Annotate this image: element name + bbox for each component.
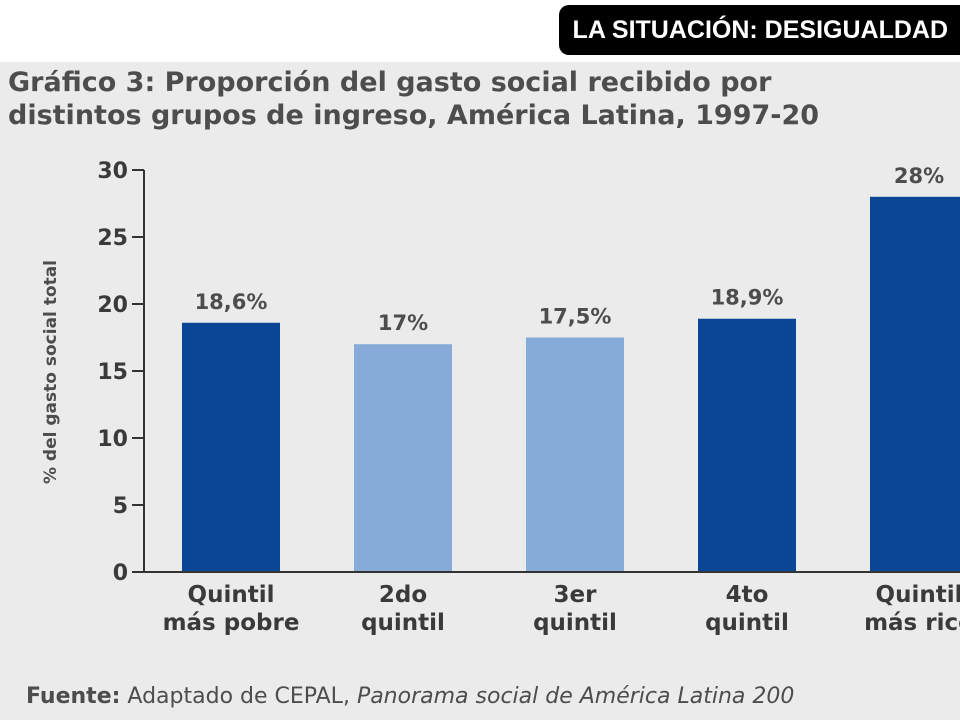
data-label: 18,6% bbox=[195, 290, 268, 314]
source-note: Fuente: Adaptado de CEPAL, Panorama soci… bbox=[26, 684, 960, 709]
x-tick-label: 4to bbox=[726, 582, 769, 608]
x-tick-label: 3er bbox=[554, 582, 598, 608]
bar-chart: % del gasto social total 0 5 10 15 20 25 30 18,6… bbox=[41, 159, 960, 636]
source-publication: Panorama social de América Latina 200 bbox=[356, 684, 795, 709]
chart-title-line-1: Gráfico 3: Proporción del gasto social r… bbox=[8, 67, 772, 98]
y-tick-label: 25 bbox=[97, 226, 128, 251]
section-badge: LA SITUACIÓN: DESIGUALDAD bbox=[558, 5, 960, 55]
x-tick-label: quintil bbox=[533, 610, 617, 636]
source-text: Adaptado de CEPAL, bbox=[127, 684, 350, 709]
x-tick-label: quintil bbox=[705, 610, 789, 636]
chart-title: Gráfico 3: Proporción del gasto social r… bbox=[8, 66, 960, 132]
y-tick-label: 30 bbox=[97, 159, 128, 184]
x-tick-label: Quintil bbox=[876, 582, 960, 608]
data-label: 17,5% bbox=[539, 305, 612, 329]
bar bbox=[870, 196, 960, 573]
y-tick-label: 15 bbox=[97, 360, 128, 385]
y-tick-label: 0 bbox=[113, 561, 128, 586]
chart-figure: Gráfico 3: Proporción del gasto social r… bbox=[0, 62, 960, 720]
bar bbox=[526, 337, 624, 572]
x-tick-label: 2do bbox=[379, 582, 427, 608]
y-tick-label: 10 bbox=[97, 427, 128, 452]
x-tick-label: más rico bbox=[864, 610, 960, 636]
bar bbox=[354, 344, 452, 572]
bar bbox=[182, 322, 280, 572]
data-label: 28% bbox=[894, 164, 944, 188]
y-tick-label: 20 bbox=[97, 293, 128, 318]
chart-title-line-2: distintos grupos de ingreso, América Lat… bbox=[8, 100, 820, 131]
source-label: Fuente: bbox=[26, 684, 121, 709]
y-tick-label: 5 bbox=[113, 494, 128, 519]
x-tick-label: Quintil bbox=[188, 582, 275, 608]
bar bbox=[698, 318, 796, 572]
x-tick-label: más pobre bbox=[163, 610, 300, 636]
slide-header: LA SITUACIÓN: DESIGUALDAD bbox=[0, 0, 960, 62]
x-tick-label: quintil bbox=[361, 610, 445, 636]
data-label: 17% bbox=[378, 311, 428, 335]
y-axis-label: % del gasto social total bbox=[41, 260, 61, 484]
data-label: 18,9% bbox=[711, 286, 784, 310]
